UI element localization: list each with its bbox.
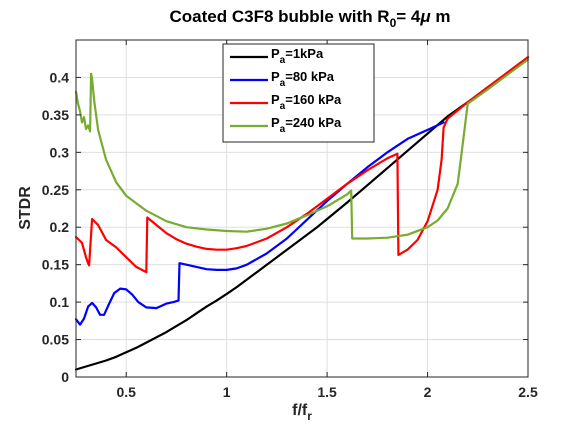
legend-label-2: Pa=80 kPa — [271, 69, 335, 89]
series-line-3 — [74, 56, 530, 274]
x-tick-label: 0.5 — [116, 384, 136, 400]
title-tail: = 4 — [396, 7, 421, 26]
title-unit: m — [431, 7, 451, 26]
series-line-1 — [74, 56, 530, 371]
x-axis-label-main: f/f — [292, 402, 308, 419]
title-subscript: 0 — [390, 16, 397, 30]
y-tick-label: 0.15 — [42, 257, 69, 273]
legend-label-1: Pa=1kPa — [271, 46, 324, 66]
chart-title: Coated C3F8 bubble with R0= 4μ m — [170, 7, 451, 30]
legend: Pa=1kPa Pa=80 kPa Pa=160 kPa Pa=240 kPa — [222, 43, 375, 143]
series-line-2 — [74, 121, 445, 326]
x-tick-label: 2 — [424, 384, 432, 400]
x-tick-label: 1 — [223, 384, 231, 400]
axes-box — [75, 39, 529, 378]
y-tick-label: 0.25 — [42, 182, 69, 198]
tick-marks — [76, 40, 529, 378]
y-tick-label: 0 — [61, 369, 69, 385]
series-layer — [74, 56, 530, 371]
y-tick-labels: 0 0.05 0.1 0.15 0.2 0.25 0.3 0.35 0.4 — [42, 69, 69, 385]
y-tick-label: 0.4 — [50, 69, 70, 85]
x-tick-label: 2.5 — [518, 384, 538, 400]
y-tick-label: 0.3 — [50, 144, 70, 160]
title-mu: μ — [419, 7, 431, 26]
title-main: Coated C3F8 bubble with R — [170, 7, 390, 26]
legend-label-3: Pa=160 kPa — [271, 92, 342, 112]
legend-label-4: Pa=240 kPa — [271, 115, 342, 135]
x-tick-labels: 0.5 1 1.5 2 2.5 — [116, 384, 537, 400]
y-tick-label: 0.1 — [50, 294, 70, 310]
y-tick-label: 0.35 — [42, 107, 69, 123]
y-axis-label: STDR — [17, 186, 34, 230]
y-tick-label: 0.05 — [42, 332, 69, 348]
x-tick-label: 1.5 — [317, 384, 337, 400]
x-axis-label: f/fr — [292, 402, 312, 423]
series-line-4 — [74, 58, 530, 240]
y-tick-label: 0.2 — [50, 219, 70, 235]
x-axis-label-subscript: r — [307, 409, 312, 423]
